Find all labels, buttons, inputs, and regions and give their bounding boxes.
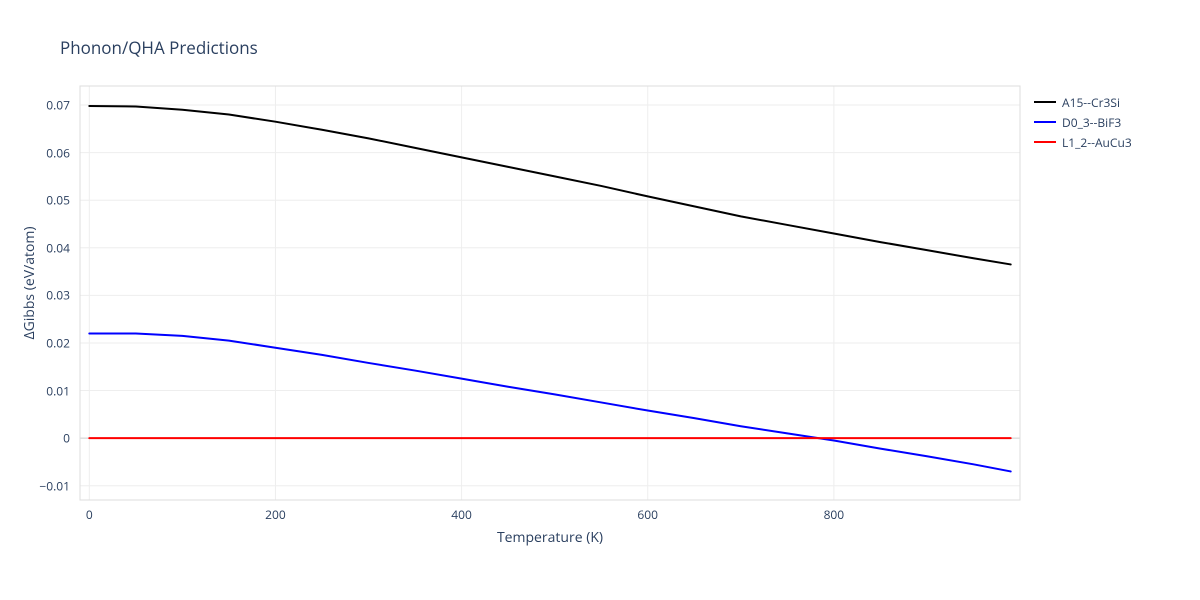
legend-item[interactable]: L1_2--AuCu3 [1034, 132, 1132, 152]
y-tick-label: −0.01 [30, 477, 70, 494]
legend-swatch [1034, 121, 1056, 123]
y-tick-label: 0.05 [30, 192, 70, 209]
x-tick-label: 200 [265, 506, 286, 523]
y-axis-label: ΔGibbs (eV/atom) [20, 213, 39, 353]
plot-svg [0, 0, 1200, 600]
legend-label: D0_3--BiF3 [1062, 114, 1121, 131]
legend-swatch [1034, 141, 1056, 143]
x-tick-label: 600 [637, 506, 658, 523]
x-tick-label: 0 [86, 506, 93, 523]
y-tick-label: 0.02 [30, 334, 70, 351]
y-tick-label: 0.04 [30, 239, 70, 256]
x-tick-label: 800 [824, 506, 845, 523]
y-tick-label: 0.01 [30, 382, 70, 399]
legend-swatch [1034, 101, 1056, 103]
legend-label: A15--Cr3Si [1062, 94, 1120, 111]
legend[interactable]: A15--Cr3Si D0_3--BiF3 L1_2--AuCu3 [1034, 92, 1132, 152]
y-tick-label: 0.03 [30, 287, 70, 304]
chart-container: Phonon/QHA Predictions Temperature (K) Δ… [0, 0, 1200, 600]
y-tick-label: 0 [30, 430, 70, 447]
legend-item[interactable]: A15--Cr3Si [1034, 92, 1132, 112]
y-tick-label: 0.07 [30, 97, 70, 114]
x-axis-label: Temperature (K) [490, 528, 610, 547]
y-tick-label: 0.06 [30, 144, 70, 161]
legend-label: L1_2--AuCu3 [1062, 134, 1132, 151]
legend-item[interactable]: D0_3--BiF3 [1034, 112, 1132, 132]
x-tick-label: 400 [451, 506, 472, 523]
